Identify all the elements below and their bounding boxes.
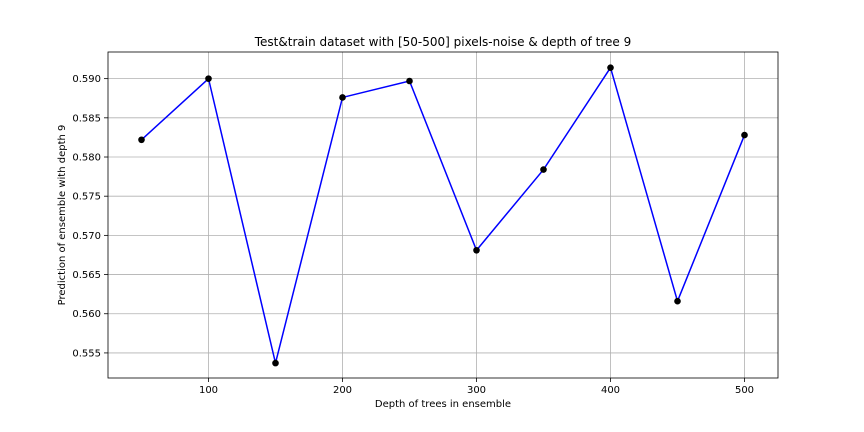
- data-point: [272, 359, 279, 367]
- grid-lines: [108, 52, 778, 378]
- x-tick-label: 300: [467, 385, 486, 396]
- y-tick-label: 0.560: [72, 309, 101, 320]
- data-point: [540, 166, 547, 173]
- x-tick-label: 400: [601, 385, 620, 396]
- data-point: [406, 77, 413, 85]
- y-tick-label: 0.555: [72, 348, 101, 359]
- x-tick-label: 500: [735, 385, 754, 396]
- data-point: [741, 131, 748, 139]
- data-point: [205, 75, 212, 82]
- data-point: [138, 136, 145, 144]
- data-point: [607, 64, 614, 71]
- y-tick-label: 0.580: [72, 153, 101, 164]
- y-tick-label: 0.585: [72, 113, 101, 124]
- x-tick-label: 100: [199, 385, 218, 396]
- x-axis-label: Depth of trees in ensemble: [375, 399, 511, 410]
- data-points: [138, 64, 748, 367]
- y-tick-label: 0.570: [72, 231, 101, 242]
- y-tick-label: 0.575: [72, 192, 101, 203]
- data-point: [674, 297, 681, 305]
- y-tick-label: 0.565: [72, 270, 101, 281]
- x-tick-label: 200: [333, 385, 352, 396]
- data-point: [473, 246, 480, 254]
- series-line-layer: [140, 65, 746, 364]
- data-point: [339, 94, 346, 101]
- y-tick-label: 0.590: [72, 74, 101, 85]
- series-line: [140, 65, 746, 364]
- chart-title: Test&train dataset with [50-500] pixels-…: [254, 35, 631, 49]
- axis-ticks: 100 200 300 400 500 0.555 0.560 0.565 0.570 0.575…: [72, 74, 754, 396]
- plot-area-frame: [107, 51, 779, 379]
- y-axis-label: Prediction of ensemble with depth 9: [57, 125, 68, 306]
